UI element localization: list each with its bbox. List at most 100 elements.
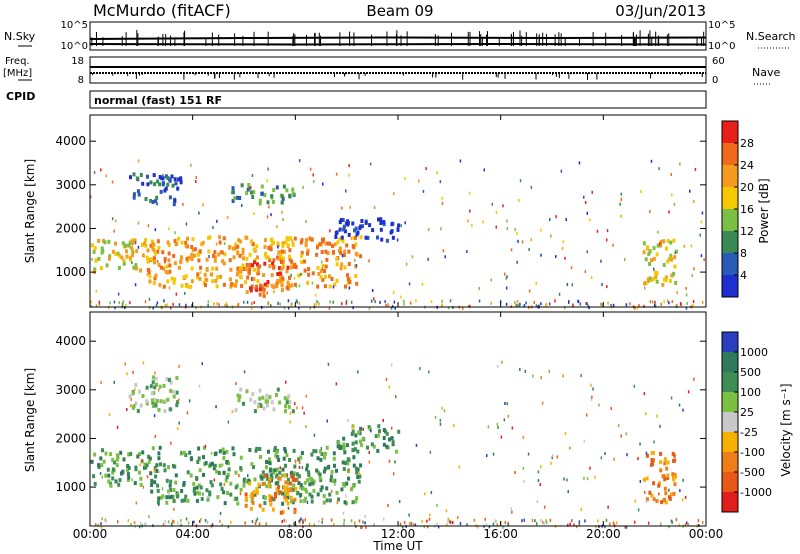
data-cell — [132, 172, 136, 177]
data-cell — [286, 265, 290, 270]
ground-scatter-cell — [586, 302, 588, 306]
data-cell — [134, 467, 138, 472]
data-cell — [205, 267, 209, 272]
ground-scatter-cell — [379, 300, 381, 304]
data-cell — [359, 224, 363, 229]
data-cell — [319, 457, 323, 462]
ground-scatter-cell — [534, 519, 536, 523]
ground-scatter-cell — [502, 525, 505, 529]
data-cell — [152, 173, 156, 178]
ground-scatter-cell — [492, 522, 495, 526]
scatter-cell — [173, 507, 175, 511]
data-cell — [133, 238, 137, 243]
data-cell — [317, 271, 321, 276]
ground-scatter-cell — [352, 306, 354, 310]
ground-scatter-cell — [578, 523, 581, 527]
data-cell — [174, 480, 178, 485]
scatter-cell — [327, 362, 330, 366]
data-cell — [336, 444, 340, 449]
data-cell — [670, 273, 674, 278]
data-cell — [218, 240, 222, 245]
data-cell — [172, 499, 176, 503]
data-cell — [650, 462, 653, 467]
data-cell — [291, 473, 295, 478]
data-cell — [162, 181, 165, 186]
data-cell — [182, 275, 186, 280]
data-cell — [176, 400, 180, 405]
scatter-cell — [555, 255, 557, 259]
scatter-cell — [492, 452, 495, 456]
scatter-cell — [606, 229, 609, 233]
ground-scatter-cell — [403, 302, 405, 306]
power-colorbar-tick-label: 28 — [740, 137, 754, 150]
data-cell — [265, 393, 269, 398]
velocity-colorbar-segment — [722, 392, 738, 412]
velocity-colorbar-tick-label: 25 — [740, 406, 754, 419]
data-cell — [310, 499, 314, 504]
ground-scatter-cell — [100, 522, 102, 526]
scatter-cell — [594, 475, 596, 479]
data-cell — [244, 479, 248, 483]
data-cell — [260, 284, 264, 289]
data-cell — [93, 246, 97, 251]
data-cell — [286, 495, 290, 500]
data-cell — [335, 278, 339, 283]
ground-scatter-cell — [545, 303, 547, 307]
scatter-cell — [495, 225, 497, 229]
data-cell — [286, 491, 290, 496]
data-cell — [312, 488, 316, 493]
power-colorbar-tick-label: 12 — [740, 225, 754, 238]
scatter-cell — [329, 229, 331, 233]
scatter-cell — [500, 435, 503, 439]
scatter-cell — [584, 270, 587, 274]
ground-scatter-cell — [144, 300, 147, 304]
scatter-cell — [355, 264, 358, 267]
data-cell — [195, 485, 199, 490]
data-cell — [129, 175, 132, 180]
ground-scatter-cell — [105, 519, 107, 523]
data-cell — [117, 482, 121, 487]
data-cell — [330, 277, 334, 281]
data-cell — [666, 259, 670, 264]
scatter-cell — [388, 385, 391, 389]
power-colorbar-segment — [722, 253, 738, 275]
ground-scatter-cell — [230, 520, 232, 524]
data-cell — [233, 496, 237, 501]
data-cell — [156, 179, 160, 184]
nave-tick-top: 60 — [712, 56, 725, 67]
data-cell — [255, 284, 259, 289]
data-cell — [239, 239, 243, 244]
power-colorbar-segment — [722, 187, 738, 209]
data-cell — [152, 375, 155, 380]
data-cell — [323, 284, 327, 289]
scatter-cell — [266, 291, 268, 295]
ground-scatter-cell — [680, 303, 682, 306]
scatter-cell — [298, 465, 301, 469]
scatter-cell — [137, 159, 140, 163]
data-cell — [145, 399, 149, 404]
data-cell — [190, 266, 194, 271]
scatter-cell — [385, 377, 388, 381]
data-cell — [353, 228, 356, 233]
ground-scatter-cell — [410, 522, 412, 526]
data-cell — [216, 275, 220, 280]
data-cell — [251, 500, 255, 505]
data-cell — [341, 481, 345, 486]
scatter-cell — [530, 185, 533, 189]
ground-scatter-cell — [519, 302, 521, 306]
scatter-cell — [689, 189, 691, 193]
data-cell — [271, 261, 275, 266]
ground-scatter-cell — [97, 523, 99, 527]
ground-scatter-cell — [374, 300, 376, 304]
ground-scatter-cell — [127, 519, 130, 523]
ground-scatter-cell — [426, 519, 428, 523]
data-cell — [186, 470, 190, 475]
ground-scatter-cell — [578, 520, 581, 524]
ground-scatter-cell — [166, 303, 168, 307]
velocity-colorbar-tick-label: -500 — [740, 466, 765, 479]
data-cell — [272, 240, 275, 245]
data-cell — [673, 255, 677, 260]
data-cell — [293, 507, 297, 512]
scatter-cell — [656, 414, 658, 418]
data-cell — [334, 235, 338, 239]
